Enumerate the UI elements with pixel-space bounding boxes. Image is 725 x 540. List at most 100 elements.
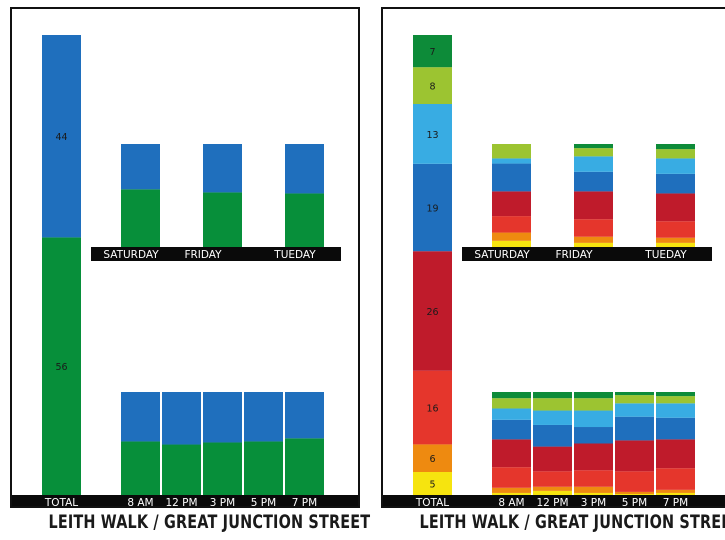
day-bar-1-segment-5 (574, 156, 613, 172)
day-bar-1-segment-1 (203, 144, 242, 193)
day-bar-0-segment-4 (492, 163, 531, 192)
time-bar-0-segment-3 (492, 439, 531, 468)
time-bar-1-segment-7 (533, 392, 572, 399)
time-bar-2-segment-3 (574, 443, 613, 471)
day-bar-0-segment-6 (492, 144, 531, 159)
day-label-0: SATURDAY (103, 249, 159, 261)
time-label-3: 5 PM (251, 497, 276, 508)
time-bar-1-segment-1 (533, 486, 572, 491)
day-bar-2-segment-7 (656, 144, 695, 150)
total-segment-label-3: 26 (426, 307, 438, 318)
time-bar-4-segment-3 (656, 439, 695, 469)
time-bar-3-segment-2 (615, 471, 654, 492)
total-segment-1 (42, 35, 81, 238)
day-bar-0-segment-1 (121, 144, 160, 190)
day-bar-0-segment-0 (492, 240, 531, 247)
time-bar-1-segment-1 (162, 392, 201, 445)
total-segment-label-1: 6 (429, 454, 435, 465)
time-bar-2-segment-1 (574, 486, 613, 493)
time-bar-0-segment-0 (492, 492, 531, 495)
time-bar-0-segment-2 (492, 467, 531, 488)
day-bar-1-segment-4 (574, 171, 613, 192)
chart-panel-left: 56 44 SATURDAY FRIDAY TUEDAY TOTAL 8 AM 12 PM 3 … (10, 7, 360, 508)
time-bar-1-segment-6 (533, 398, 572, 411)
time-bar-0-segment-0 (121, 441, 160, 495)
time-bar-0-segment-4 (492, 419, 531, 440)
day-bar-1-segment-2 (574, 219, 613, 237)
time-bar-1-segment-3 (533, 446, 572, 472)
day-bar-2-segment-0 (656, 242, 695, 247)
total-segment-label-4: 19 (426, 204, 438, 215)
time-bar-2-segment-1 (203, 392, 242, 443)
day-bar-1-segment-6 (574, 148, 613, 157)
time-bar-3-segment-6 (615, 395, 654, 404)
day-label-1: FRIDAY (184, 249, 222, 261)
time-bar-3-segment-1 (244, 392, 283, 442)
time-bar-2-segment-0 (574, 492, 613, 495)
time-bar-4-segment-0 (285, 438, 324, 495)
total-segment-3 (413, 251, 452, 371)
day-bar-1-segment-1 (574, 236, 613, 243)
time-bar-4-segment-1 (656, 489, 695, 493)
total-segment-0 (42, 237, 81, 495)
time-bar-1-segment-5 (533, 410, 572, 425)
time-bar-1-segment-0 (162, 444, 201, 495)
total-segment-0 (413, 472, 452, 495)
day-bar-2-segment-6 (656, 149, 695, 159)
day-bar-2-segment-0 (285, 193, 324, 247)
time-bar-0-segment-1 (121, 392, 160, 442)
total-segment-label-7: 7 (429, 47, 435, 58)
caption-right: LEITH WALK / GREAT JUNCTION STREET (419, 512, 725, 533)
day-label-band (462, 247, 712, 261)
time-bar-3-segment-5 (615, 403, 654, 417)
time-bar-4-segment-4 (656, 417, 695, 440)
total-segment-2 (413, 370, 452, 445)
total-segment-label-5: 13 (426, 130, 438, 141)
total-segment-4 (413, 163, 452, 252)
day-bar-0-segment-5 (492, 158, 531, 164)
total-segment-label-2: 16 (426, 404, 438, 415)
day-bar-2-segment-3 (656, 193, 695, 222)
day-label-band (91, 247, 341, 261)
time-label-0: 8 AM (127, 497, 153, 508)
time-bar-4-segment-6 (656, 396, 695, 404)
chart-panel-right: 5 6 16 26 19 13 8 7 SATURDAY FRIDAY TUEDAY TOTAL 8 A… (381, 7, 725, 508)
day-label-0: SATURDAY (474, 249, 530, 261)
day-bar-2-segment-1 (285, 144, 324, 194)
time-bar-0-segment-7 (492, 392, 531, 399)
day-bar-2-segment-1 (656, 237, 695, 243)
time-bar-1-segment-4 (533, 424, 572, 447)
day-label-2: TUEDAY (644, 249, 687, 261)
day-bar-0-segment-3 (492, 191, 531, 217)
total-label: TOTAL (44, 497, 78, 508)
time-label-1: 12 PM (165, 497, 197, 508)
total-segment-1 (413, 444, 452, 472)
time-label-1: 12 PM (536, 497, 568, 508)
day-bar-2-segment-2 (656, 221, 695, 238)
time-bar-2-segment-6 (574, 398, 613, 411)
day-bar-1-segment-3 (574, 191, 613, 220)
time-bar-0-segment-5 (492, 408, 531, 420)
day-label-2: TUEDAY (273, 249, 316, 261)
time-bar-3-segment-4 (615, 416, 654, 441)
time-bar-0-segment-6 (492, 398, 531, 409)
time-bar-2-segment-2 (574, 470, 613, 487)
total-segment-6 (413, 67, 452, 104)
time-label-3: 5 PM (622, 497, 647, 508)
time-bar-4-segment-0 (656, 492, 695, 495)
total-label: TOTAL (415, 497, 449, 508)
time-label-2: 3 PM (210, 497, 235, 508)
time-bar-2-segment-0 (203, 442, 242, 495)
time-bar-2-segment-4 (574, 427, 613, 444)
bottom-label-band (383, 495, 725, 506)
time-label-2: 3 PM (581, 497, 606, 508)
time-label-4: 7 PM (292, 497, 317, 508)
day-bar-2-segment-5 (656, 158, 695, 174)
total-segment-label-0: 5 (429, 480, 435, 491)
day-bar-1-segment-0 (574, 242, 613, 247)
day-bar-1-segment-0 (203, 192, 242, 247)
time-bar-3-segment-0 (615, 493, 654, 495)
total-segment-7 (413, 35, 452, 68)
total-segment-5 (413, 104, 452, 164)
time-bar-3-segment-7 (615, 392, 654, 396)
